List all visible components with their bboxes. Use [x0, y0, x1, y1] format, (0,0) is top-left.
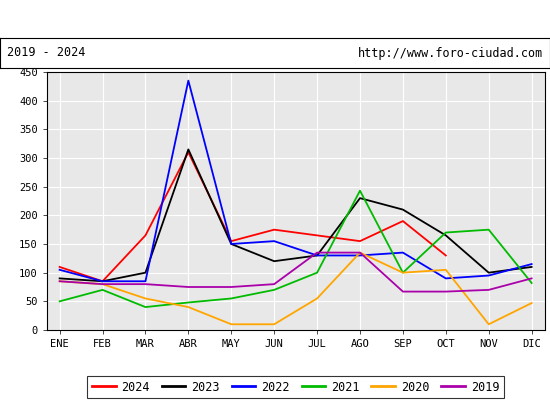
Text: Evolucion Nº Turistas Extranjeros en el municipio de Riópar: Evolucion Nº Turistas Extranjeros en el …: [39, 12, 511, 26]
Text: 2019 - 2024: 2019 - 2024: [7, 46, 85, 60]
Legend: 2024, 2023, 2022, 2021, 2020, 2019: 2024, 2023, 2022, 2021, 2020, 2019: [87, 376, 504, 398]
Text: http://www.foro-ciudad.com: http://www.foro-ciudad.com: [358, 46, 543, 60]
